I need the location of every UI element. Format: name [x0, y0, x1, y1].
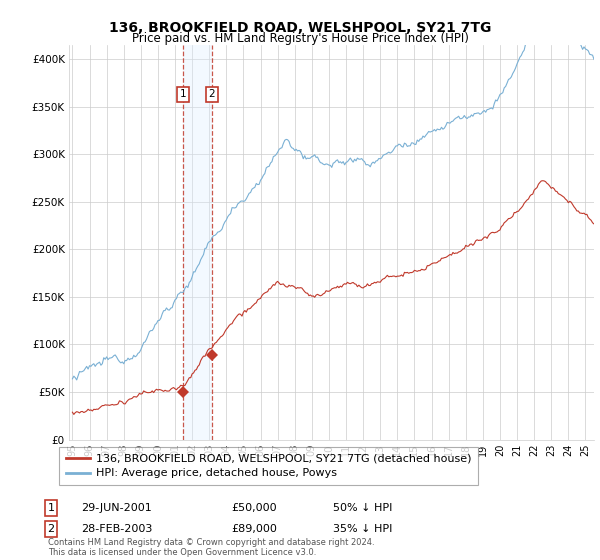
Bar	[184, 45, 212, 440]
Text: 29-JUN-2001: 29-JUN-2001	[81, 503, 152, 513]
Text: £50,000: £50,000	[231, 503, 277, 513]
Text: 50% ↓ HPI: 50% ↓ HPI	[333, 503, 392, 513]
Text: 2: 2	[47, 524, 55, 534]
Text: 2: 2	[209, 89, 215, 99]
Text: 1: 1	[180, 89, 187, 99]
Text: 28-FEB-2003: 28-FEB-2003	[81, 524, 152, 534]
Text: 35% ↓ HPI: 35% ↓ HPI	[333, 524, 392, 534]
Text: £89,000: £89,000	[231, 524, 277, 534]
Text: Price paid vs. HM Land Registry's House Price Index (HPI): Price paid vs. HM Land Registry's House …	[131, 32, 469, 45]
Text: 136, BROOKFIELD ROAD, WELSHPOOL, SY21 7TG: 136, BROOKFIELD ROAD, WELSHPOOL, SY21 7T…	[109, 21, 491, 35]
Legend: 136, BROOKFIELD ROAD, WELSHPOOL, SY21 7TG (detached house), HPI: Average price, : 136, BROOKFIELD ROAD, WELSHPOOL, SY21 7T…	[59, 447, 478, 485]
Text: Contains HM Land Registry data © Crown copyright and database right 2024.
This d: Contains HM Land Registry data © Crown c…	[48, 538, 374, 557]
Text: 1: 1	[47, 503, 55, 513]
